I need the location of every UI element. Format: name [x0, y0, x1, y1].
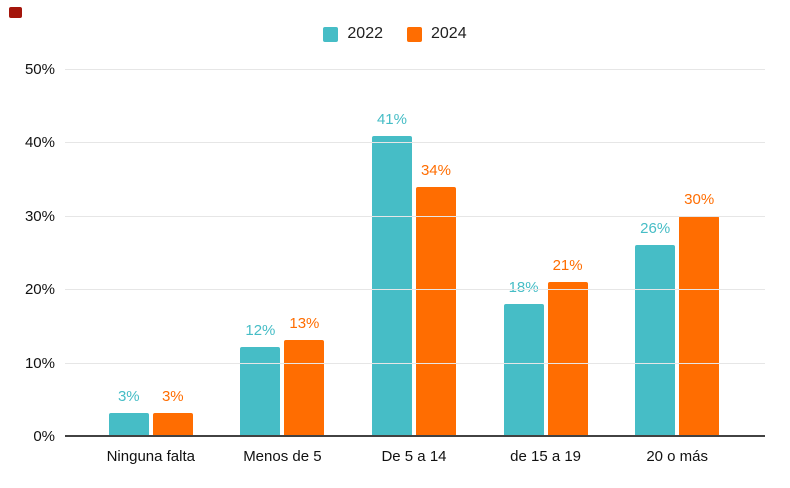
legend-swatch-icon [407, 26, 422, 42]
x-category-label: Menos de 5 [243, 448, 322, 465]
x-category-label: De 5 a 14 [381, 448, 447, 465]
bar-value-label: 34% [420, 161, 451, 179]
bar-2022: 26% [635, 220, 676, 435]
y-axis-labels: 0% 10% 20% 30% 40% 50% [0, 0, 57, 488]
bar-value-label: 3% [161, 388, 184, 406]
bar-value-label: 13% [289, 315, 320, 333]
x-axis-labels: Ninguna falta Menos de 5 De 5 a 14 de 15 a … [85, 448, 743, 465]
bar-2024: 34% [415, 162, 456, 435]
legend-item-2024: 2024 [407, 25, 467, 43]
bar-value-label: 21% [552, 256, 583, 274]
legend-label: 2022 [347, 25, 383, 42]
y-tick-label: 20% [24, 281, 55, 299]
bars-container: 3% 3% 12% 13% 41% 34% 18% 21% 26% 30% [85, 70, 743, 435]
bar-group: 3% 3% [85, 70, 217, 435]
legend-label: 2024 [431, 25, 467, 42]
bar-2022: 12% [240, 322, 281, 435]
bar-value-label: 3% [117, 388, 140, 406]
legend-swatch-icon [323, 26, 339, 42]
bar-2024: 21% [547, 257, 588, 435]
bar-2022: 3% [108, 388, 149, 435]
gridline [65, 289, 765, 291]
gridline [65, 215, 765, 217]
gridline [65, 362, 765, 364]
bar-value-label: 41% [376, 110, 407, 128]
bar-2024: 30% [679, 191, 720, 435]
y-tick-label: 0% [33, 428, 55, 445]
bar-group: 12% 13% [217, 70, 349, 435]
legend-item-2022: 2022 [323, 25, 383, 43]
x-axis-line [65, 435, 765, 437]
y-tick-label: 40% [24, 134, 55, 152]
x-category-label: de 15 a 19 [510, 448, 582, 465]
corner-marker-icon [9, 7, 22, 18]
bar-value-label: 26% [640, 220, 671, 238]
bar-value-label: 12% [245, 322, 276, 340]
bar-2022: 41% [371, 111, 412, 435]
y-tick-label: 50% [24, 61, 55, 78]
bar-value-label: 30% [684, 191, 715, 208]
bar-group: 41% 34% [348, 70, 480, 435]
bar-value-label: 18% [508, 278, 539, 296]
y-tick-label: 30% [24, 207, 55, 225]
bar-2024: 13% [284, 315, 325, 435]
bar-2022: 18% [503, 279, 544, 435]
chart-legend: 2022 2024 [0, 25, 790, 43]
x-category-label: Ninguna falta [106, 448, 195, 465]
bar-group: 18% 21% [480, 70, 612, 435]
y-tick-label: 10% [24, 354, 55, 372]
bar-group: 26% 30% [611, 70, 743, 435]
gridline [65, 69, 765, 70]
gridline [65, 142, 765, 144]
bar-2024: 3% [152, 388, 193, 435]
plot-area: 3% 3% 12% 13% 41% 34% 18% 21% 26% 30% [65, 69, 765, 437]
x-category-label: 20 o más [646, 448, 709, 465]
